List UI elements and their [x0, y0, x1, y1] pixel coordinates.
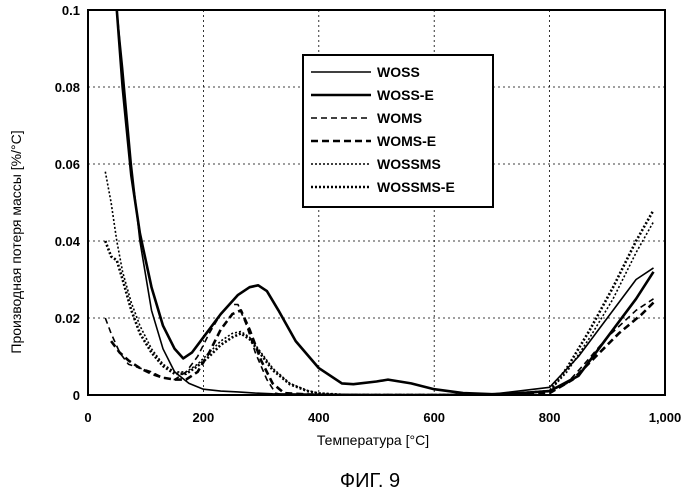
legend-label: WOSSMS-E	[377, 179, 455, 195]
figure-caption: ФИГ. 9	[340, 470, 400, 492]
x-tick-labels: 0 200 400 600 800 1,000	[84, 410, 681, 425]
y-tick-label: 0.1	[62, 3, 80, 18]
y-tick-label: 0.04	[55, 234, 81, 249]
legend-label: WOSSMS	[377, 156, 441, 172]
legend-label: WOMS	[377, 110, 422, 126]
series-line-wossms-e	[105, 210, 653, 395]
x-tick-label: 800	[539, 410, 561, 425]
y-axis-title: Производная потеря массы [%/°C]	[8, 130, 24, 353]
y-tick-label: 0	[73, 388, 80, 403]
x-axis-title: Температура [°C]	[317, 432, 429, 448]
y-tick-label: 0.06	[55, 157, 80, 172]
y-tick-label: 0.02	[55, 311, 80, 326]
x-tick-label: 400	[308, 410, 330, 425]
x-tick-label: 600	[423, 410, 445, 425]
legend-label: WOMS-E	[377, 133, 436, 149]
y-tick-labels: 0 0.02 0.04 0.06 0.08 0.1	[55, 3, 81, 403]
x-tick-label: 200	[193, 410, 215, 425]
y-tick-label: 0.08	[55, 80, 80, 95]
legend-label: WOSS-E	[377, 87, 434, 103]
x-tick-label: 0	[84, 410, 91, 425]
x-tick-label: 1,000	[649, 410, 682, 425]
legend: WOSS WOSS-E WOMS WOMS-E WOSSMS WOSSMS-E	[303, 55, 493, 207]
legend-label: WOSS	[377, 64, 420, 80]
